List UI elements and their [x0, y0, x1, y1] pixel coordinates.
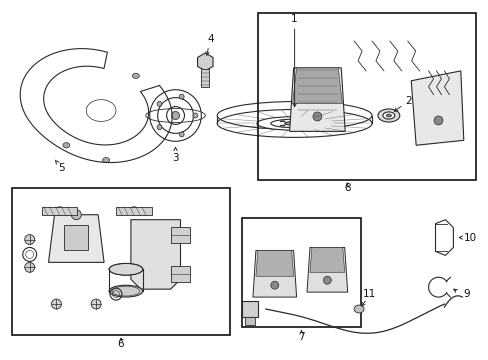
Polygon shape	[252, 251, 296, 297]
Ellipse shape	[312, 112, 321, 121]
Ellipse shape	[280, 121, 285, 122]
Ellipse shape	[157, 125, 162, 130]
Text: 5: 5	[58, 163, 64, 173]
Ellipse shape	[25, 235, 35, 244]
Polygon shape	[309, 247, 344, 272]
Polygon shape	[306, 247, 347, 292]
Bar	[242, 301, 257, 317]
Ellipse shape	[25, 262, 35, 272]
Ellipse shape	[132, 73, 139, 78]
Bar	[170, 266, 190, 282]
Text: 2: 2	[405, 96, 411, 105]
Ellipse shape	[433, 116, 442, 125]
Text: 7: 7	[298, 332, 304, 342]
Text: 9: 9	[462, 289, 468, 299]
Text: 1: 1	[291, 14, 297, 24]
Ellipse shape	[171, 112, 179, 120]
Text: 6: 6	[118, 339, 124, 349]
Text: 3: 3	[172, 153, 179, 163]
Ellipse shape	[386, 114, 390, 117]
Bar	[116, 207, 151, 215]
Ellipse shape	[130, 207, 138, 215]
Polygon shape	[289, 68, 345, 131]
Polygon shape	[410, 71, 463, 145]
Text: 11: 11	[362, 289, 375, 299]
Polygon shape	[131, 220, 180, 289]
Bar	[170, 227, 190, 243]
Ellipse shape	[304, 125, 308, 126]
Ellipse shape	[51, 299, 61, 309]
Ellipse shape	[102, 158, 109, 163]
Bar	[12, 188, 230, 335]
Ellipse shape	[256, 117, 332, 130]
Ellipse shape	[382, 112, 394, 119]
Ellipse shape	[179, 94, 184, 99]
Ellipse shape	[323, 276, 331, 284]
Bar	[201, 69, 209, 87]
Bar	[244, 317, 254, 325]
Ellipse shape	[304, 121, 308, 122]
Ellipse shape	[377, 109, 399, 122]
Bar	[64, 225, 88, 251]
Bar	[41, 207, 77, 215]
Ellipse shape	[63, 143, 70, 148]
Polygon shape	[48, 215, 104, 262]
Ellipse shape	[192, 113, 198, 118]
Polygon shape	[292, 68, 342, 104]
Ellipse shape	[71, 210, 81, 220]
Text: 8: 8	[343, 183, 350, 193]
Ellipse shape	[270, 119, 318, 128]
Bar	[257, 13, 475, 180]
Ellipse shape	[109, 264, 142, 275]
Ellipse shape	[91, 299, 101, 309]
Ellipse shape	[353, 305, 364, 313]
Ellipse shape	[179, 132, 184, 137]
Ellipse shape	[284, 122, 304, 125]
Polygon shape	[255, 251, 293, 276]
Bar	[242, 218, 360, 327]
Ellipse shape	[157, 102, 162, 106]
Ellipse shape	[55, 207, 63, 215]
Polygon shape	[197, 53, 213, 71]
Text: 4: 4	[206, 34, 213, 44]
Ellipse shape	[270, 281, 278, 289]
Ellipse shape	[280, 125, 285, 126]
Text: 10: 10	[463, 233, 476, 243]
Ellipse shape	[109, 285, 142, 297]
